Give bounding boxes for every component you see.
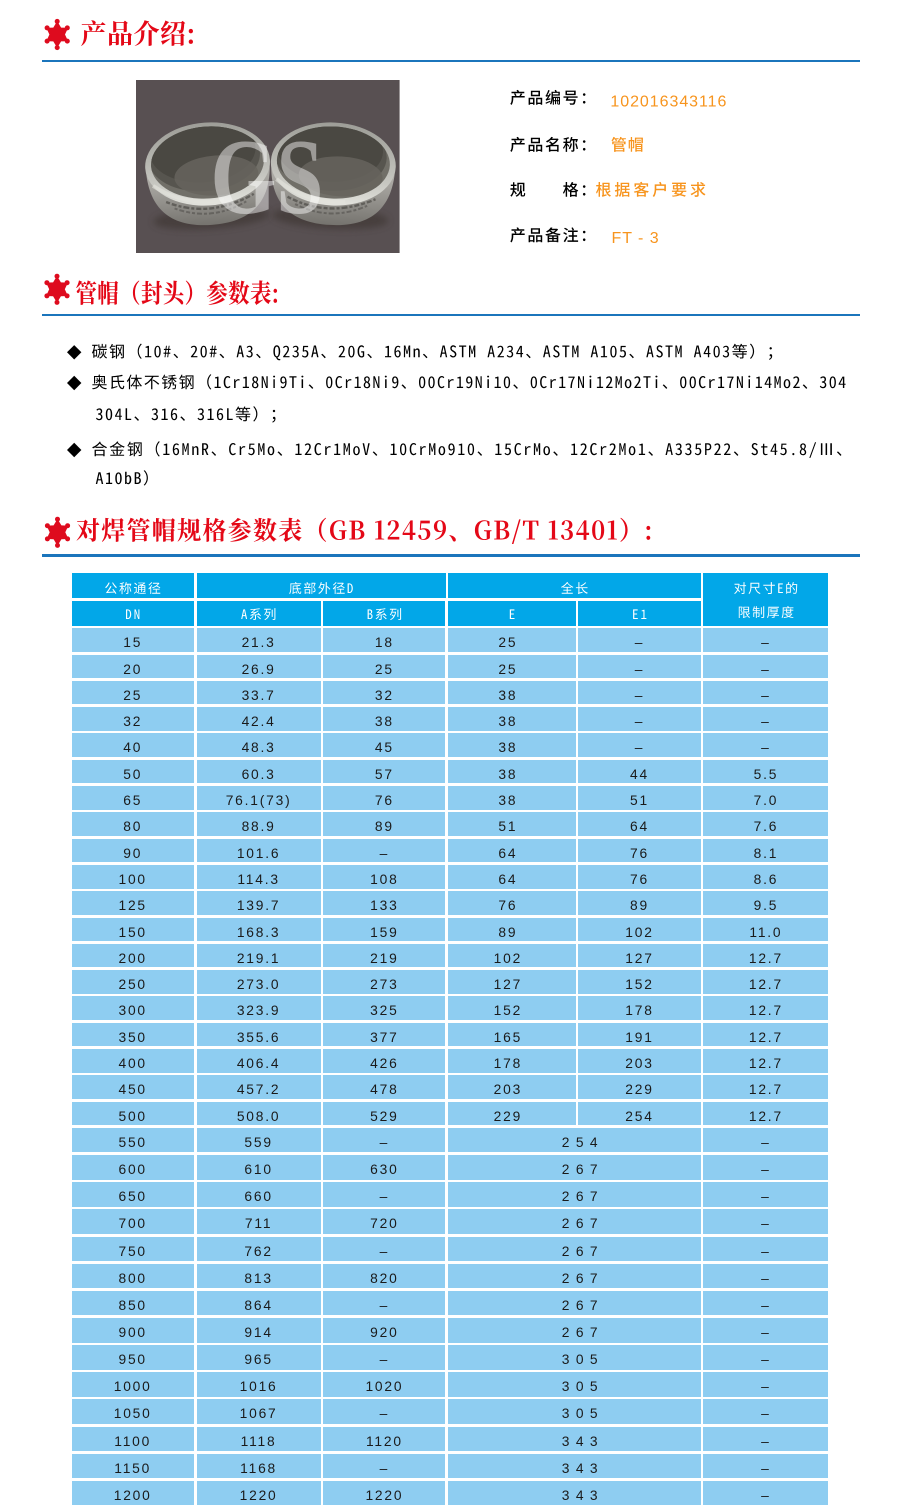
svg-text:FT - 3: FT - 3 [612,230,660,247]
svg-text:GS: GS [211,117,324,236]
svg-text:102016343116: 102016343116 [610,93,727,110]
